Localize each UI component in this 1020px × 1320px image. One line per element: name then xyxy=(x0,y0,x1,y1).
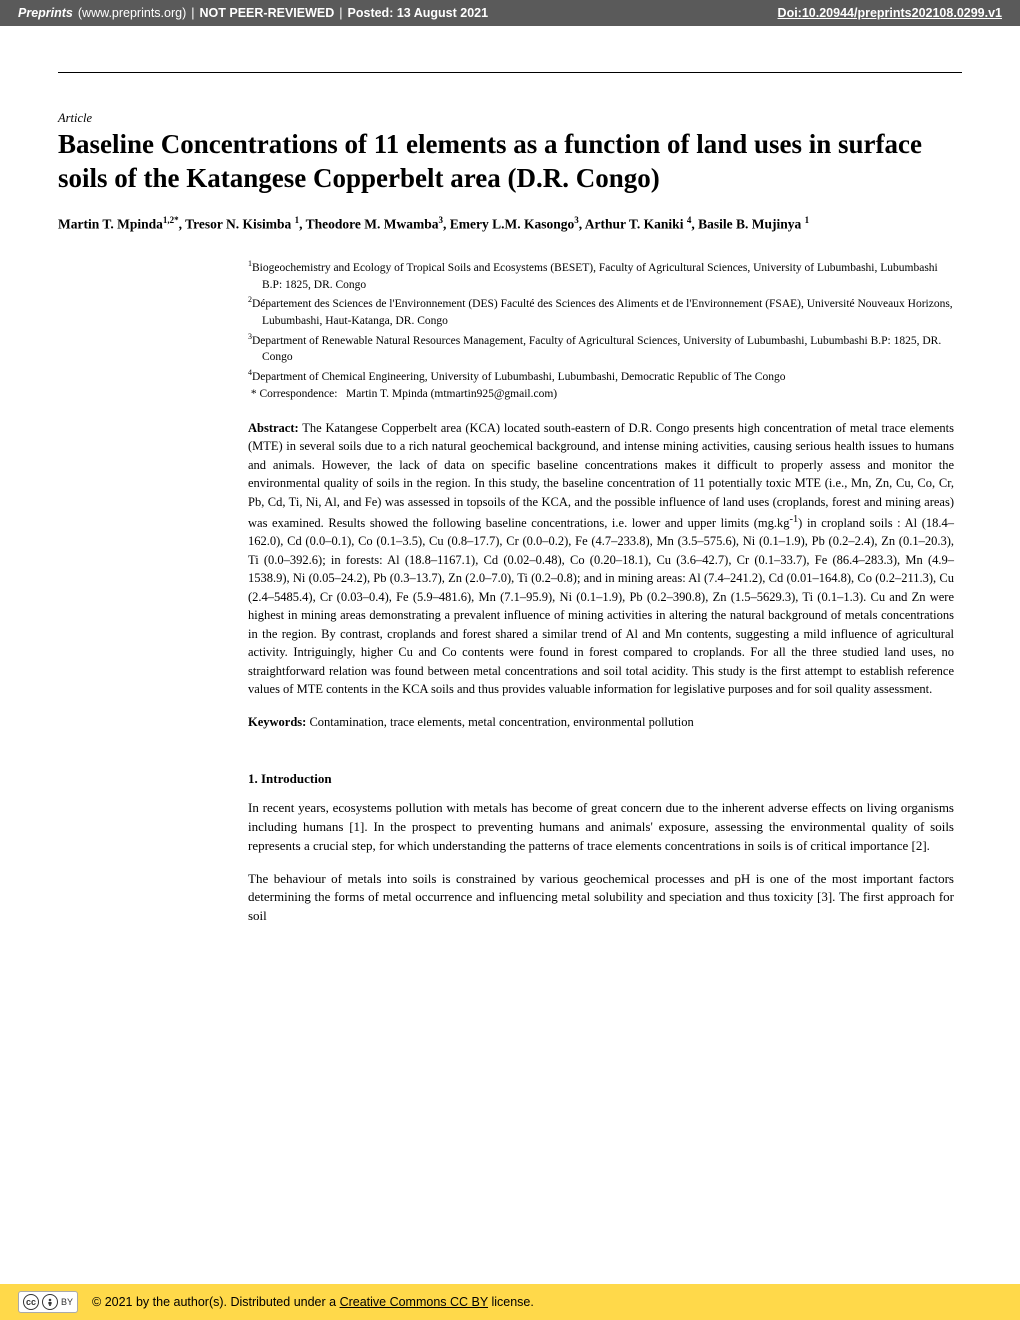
banner-sep: | xyxy=(339,6,342,20)
banner-posted: Posted: 13 August 2021 xyxy=(348,6,489,20)
cc-by-badge-icon: cc BY xyxy=(18,1291,78,1313)
body-column: 1Biogeochemistry and Ecology of Tropical… xyxy=(248,258,954,926)
keywords: Keywords: Contamination, trace elements,… xyxy=(248,713,954,732)
keywords-text: Contamination, trace elements, metal con… xyxy=(306,715,693,729)
affiliation: 1Biogeochemistry and Ecology of Tropical… xyxy=(248,258,954,293)
doi-link[interactable]: Doi:10.20944/preprints202108.0299.v1 xyxy=(778,6,1002,20)
by-icon xyxy=(42,1294,58,1310)
license-footer: cc BY © 2021 by the author(s). Distribut… xyxy=(0,1284,1020,1320)
preprint-banner: Preprints (www.preprints.org) | NOT PEER… xyxy=(0,0,1020,26)
affiliation: 3Department of Renewable Natural Resourc… xyxy=(248,331,954,366)
author-list: Martin T. Mpinda1,2*, Tresor N. Kisimba … xyxy=(58,214,962,235)
article-type-label: Article xyxy=(58,111,962,126)
page-content: Article Baseline Concentrations of 11 el… xyxy=(0,26,1020,926)
banner-not-reviewed: NOT PEER-REVIEWED xyxy=(200,6,335,20)
top-rule xyxy=(58,72,962,73)
paragraph: In recent years, ecosystems pollution wi… xyxy=(248,799,954,856)
abstract-text: The Katangese Copperbelt area (KCA) loca… xyxy=(248,421,954,696)
copyright-suffix: license. xyxy=(488,1295,534,1309)
preprints-label: Preprints xyxy=(18,6,73,20)
copyright-prefix: © 2021 by the author(s). Distributed und… xyxy=(92,1295,340,1309)
banner-site: (www.preprints.org) xyxy=(78,6,186,20)
affiliation: 4Department of Chemical Engineering, Uni… xyxy=(248,367,954,386)
by-label: BY xyxy=(61,1297,73,1307)
affiliation: 2Département des Sciences de l'Environne… xyxy=(248,294,954,329)
banner-left: Preprints (www.preprints.org) | NOT PEER… xyxy=(18,6,488,20)
cc-icon: cc xyxy=(23,1294,39,1310)
article-title: Baseline Concentrations of 11 elements a… xyxy=(58,128,962,196)
section-heading-introduction: 1. Introduction xyxy=(248,771,954,787)
banner-sep: | xyxy=(191,6,194,20)
affiliations: 1Biogeochemistry and Ecology of Tropical… xyxy=(248,258,954,403)
copyright-text: © 2021 by the author(s). Distributed und… xyxy=(92,1295,534,1309)
keywords-label: Keywords: xyxy=(248,715,306,729)
abstract: Abstract: The Katangese Copperbelt area … xyxy=(248,419,954,699)
abstract-label: Abstract: xyxy=(248,421,299,435)
license-link[interactable]: Creative Commons CC BY xyxy=(340,1295,488,1309)
correspondence: * Correspondence: Martin T. Mpinda (mtma… xyxy=(248,386,954,403)
paragraph: The behaviour of metals into soils is co… xyxy=(248,870,954,927)
